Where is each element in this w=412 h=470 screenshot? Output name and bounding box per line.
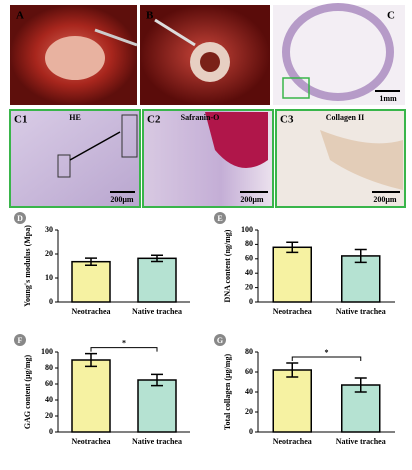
significance-mark: * <box>325 348 329 357</box>
y-tick-label: 80 <box>45 363 53 372</box>
photo-a: A <box>10 5 138 105</box>
scale-bar-label: 200μm <box>110 195 134 204</box>
y-tick-label: 0 <box>49 427 53 436</box>
photo-c: C 1mm <box>273 3 405 105</box>
x-tick-label: Native trachea <box>132 307 182 316</box>
y-tick-label: 20 <box>45 249 53 258</box>
panel-label: D <box>17 214 23 223</box>
significance-mark: * <box>122 338 126 347</box>
y-tick-label: 0 <box>249 297 253 306</box>
y-tick-label: 100 <box>241 225 253 234</box>
scale-bar-label: 200μm <box>373 195 397 204</box>
bar <box>137 379 177 433</box>
x-tick-label: Neotrachea <box>273 307 312 316</box>
x-tick-label: Neotrachea <box>71 437 110 446</box>
bar <box>341 255 381 303</box>
photo-b: B <box>140 5 270 105</box>
stain-label: Collagen II <box>326 113 364 122</box>
y-tick-label: 60 <box>245 367 253 376</box>
bar <box>272 246 312 303</box>
significance-bracket <box>90 347 158 352</box>
photo-c3: C3 Collagen II 200μm <box>275 109 406 208</box>
bar <box>137 257 177 303</box>
panel-label: C2 <box>147 114 161 126</box>
panel-label: A <box>16 10 24 22</box>
error-bar <box>286 241 299 254</box>
significance-bracket <box>291 356 362 361</box>
y-tick-label: 20 <box>45 411 53 420</box>
x-tick-label: Neotrachea <box>273 437 312 446</box>
y-tick-label: 0 <box>249 427 253 436</box>
y-tick-label: 60 <box>245 254 253 263</box>
panel-label: C1 <box>14 114 27 126</box>
panel-label: F <box>18 336 23 345</box>
panel-label: C3 <box>280 114 294 126</box>
y-axis-label: DNA content (ng/mg) <box>223 229 232 302</box>
error-bar <box>151 254 163 263</box>
y-tick-label: 30 <box>45 225 53 234</box>
panel-label: E <box>217 214 222 223</box>
panel-label: B <box>146 10 154 22</box>
y-tick-label: 60 <box>45 379 53 388</box>
error-bar <box>354 377 367 393</box>
error-bar <box>85 352 97 368</box>
y-tick-label: 20 <box>245 407 253 416</box>
x-tick-label: Native trachea <box>132 437 182 446</box>
y-tick-label: 20 <box>245 282 253 291</box>
bar <box>341 384 381 433</box>
y-tick-label: 100 <box>41 347 53 356</box>
panel-badge <box>214 334 226 346</box>
y-tick-label: 40 <box>45 395 53 404</box>
panel-badge <box>214 212 226 224</box>
panel-badge <box>14 212 26 224</box>
scale-bar-label: 200μm <box>240 195 264 204</box>
stain-label: HE <box>69 113 81 122</box>
x-tick-label: Native trachea <box>336 307 386 316</box>
photo-c1: C1 HE 200μm <box>9 109 141 208</box>
stain-label: Safranin-O <box>181 113 220 122</box>
error-bar <box>286 362 299 378</box>
error-bar <box>151 373 163 387</box>
bar <box>71 359 111 433</box>
y-tick-label: 80 <box>245 347 253 356</box>
y-tick-label: 0 <box>49 297 53 306</box>
y-tick-label: 80 <box>245 239 253 248</box>
photo-c2: C2 Safranin-O 200μm <box>142 109 274 208</box>
y-axis-label: Young's modulus (Mpa) <box>23 225 32 307</box>
y-tick-label: 40 <box>245 387 253 396</box>
y-axis-label: Total collagen (μg/mg) <box>223 354 232 431</box>
y-tick-label: 10 <box>45 273 53 282</box>
error-bar <box>354 248 367 264</box>
x-tick-label: Native trachea <box>336 437 386 446</box>
error-bar <box>85 257 97 267</box>
x-tick-label: Neotrachea <box>71 307 110 316</box>
y-tick-label: 40 <box>245 268 253 277</box>
panel-badge <box>14 334 26 346</box>
bar <box>272 369 312 433</box>
scale-bar-label: 1mm <box>379 94 397 103</box>
y-axis-label: GAG content (μg/mg) <box>23 355 32 430</box>
bar <box>71 260 111 303</box>
panel-label: G <box>217 336 223 345</box>
panel-label: C <box>387 10 395 22</box>
